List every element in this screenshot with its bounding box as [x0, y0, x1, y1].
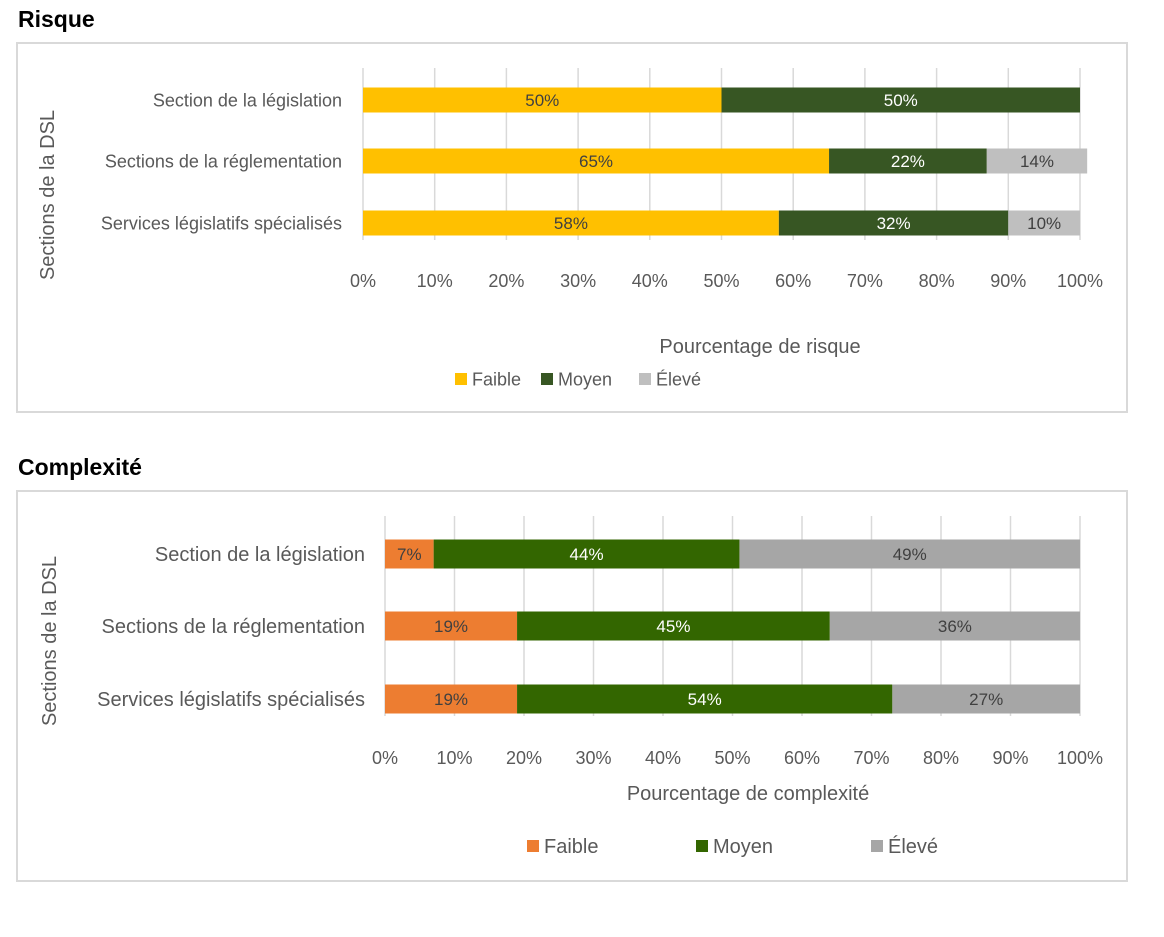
- x-tick-label: 70%: [853, 748, 889, 768]
- x-tick-label: 0%: [372, 748, 398, 768]
- bar-faible: [363, 87, 722, 113]
- legend-label: Élevé: [888, 835, 938, 858]
- data-label: 65%: [579, 152, 613, 171]
- legend-swatch: [639, 373, 651, 385]
- x-tick-label: 30%: [575, 748, 611, 768]
- data-label: 36%: [938, 617, 972, 636]
- x-tick-label: 90%: [992, 748, 1028, 768]
- bar-faible: [385, 611, 518, 641]
- legend-label: Moyen: [713, 836, 773, 858]
- data-label: 19%: [434, 690, 468, 709]
- data-label: 54%: [688, 690, 722, 709]
- x-tick-label: 10%: [417, 271, 453, 291]
- data-label: 7%: [397, 545, 422, 564]
- x-tick-label: 40%: [632, 271, 668, 291]
- x-tick-label: 90%: [990, 271, 1026, 291]
- x-tick-label: 50%: [703, 271, 739, 291]
- x-axis-title: Pourcentage de risque: [659, 336, 860, 358]
- category-label: Sections de la réglementation: [102, 616, 366, 638]
- data-label: 14%: [1020, 152, 1054, 171]
- legend-swatch: [541, 373, 553, 385]
- x-tick-label: 30%: [560, 271, 596, 291]
- data-label: 22%: [891, 152, 925, 171]
- bar-élevé: [829, 611, 1080, 641]
- x-tick-label: 50%: [714, 748, 750, 768]
- complexity-chart-frame: 0% 10% 20% 30% 40% 50% 60% 70% 80% 90% 100% 7% 44% 49…: [16, 490, 1128, 882]
- data-label: 10%: [1027, 214, 1061, 233]
- x-tick-label: 60%: [775, 271, 811, 291]
- risk-heading: Risque: [18, 6, 95, 32]
- legend-swatch: [527, 840, 539, 852]
- category-label: Section de la législation: [153, 90, 342, 110]
- bar-moyen: [517, 684, 893, 714]
- complexity-heading: Complexité: [18, 454, 142, 480]
- bar-élevé: [1008, 210, 1080, 236]
- data-label: 45%: [656, 617, 690, 636]
- bar-moyen: [721, 87, 1080, 113]
- legend-label: Faible: [472, 369, 521, 389]
- legend-label: Élevé: [656, 369, 701, 389]
- bar-moyen: [433, 539, 740, 569]
- x-tick-label: 100%: [1057, 271, 1103, 291]
- x-tick-label: 20%: [488, 271, 524, 291]
- complexity-chart: 0% 10% 20% 30% 40% 50% 60% 70% 80% 90% 100% 7% 44% 49…: [39, 516, 1103, 858]
- bar-moyen: [517, 611, 830, 641]
- data-label: 44%: [570, 545, 604, 564]
- x-tick-label: 70%: [847, 271, 883, 291]
- x-tick-label: 10%: [436, 748, 472, 768]
- legend-swatch: [871, 840, 883, 852]
- data-label: 50%: [884, 91, 918, 110]
- legend-label: Faible: [544, 836, 598, 858]
- data-label: 49%: [893, 545, 927, 564]
- bar-faible: [385, 539, 434, 569]
- x-tick-label: 100%: [1057, 748, 1103, 768]
- category-label: Section de la législation: [155, 544, 365, 566]
- category-label: Services législatifs spécialisés: [97, 689, 365, 711]
- legend-swatch: [455, 373, 467, 385]
- risk-chart-frame: 0% 10% 20% 30% 40% 50% 60% 70% 80% 90% 100% 50% 50% S…: [16, 42, 1128, 413]
- category-label: Sections de la réglementation: [105, 151, 342, 171]
- bar-élevé: [739, 539, 1080, 569]
- data-label: 27%: [969, 690, 1003, 709]
- data-label: 50%: [525, 91, 559, 110]
- bar-élevé: [892, 684, 1080, 714]
- y-axis-title: Sections de la DSL: [39, 556, 61, 726]
- risk-chart: 0% 10% 20% 30% 40% 50% 60% 70% 80% 90% 100% 50% 50% S…: [37, 68, 1103, 389]
- y-axis-title: Sections de la DSL: [37, 110, 59, 280]
- x-axis-title: Pourcentage de complexité: [627, 783, 869, 805]
- x-tick-label: 80%: [923, 748, 959, 768]
- bar-élevé: [986, 148, 1088, 174]
- data-label: 58%: [554, 214, 588, 233]
- x-tick-label: 80%: [919, 271, 955, 291]
- legend-swatch: [696, 840, 708, 852]
- x-tick-label: 40%: [645, 748, 681, 768]
- bar-faible: [363, 210, 779, 236]
- data-label: 19%: [434, 617, 468, 636]
- data-label: 32%: [877, 214, 911, 233]
- x-tick-label: 0%: [350, 271, 376, 291]
- legend-label: Moyen: [558, 369, 612, 389]
- x-tick-label: 60%: [784, 748, 820, 768]
- category-label: Services législatifs spécialisés: [101, 213, 342, 233]
- bar-moyen: [829, 148, 987, 174]
- bar-faible: [385, 684, 518, 714]
- bar-moyen: [778, 210, 1009, 236]
- bar-faible: [363, 148, 830, 174]
- x-tick-label: 20%: [506, 748, 542, 768]
